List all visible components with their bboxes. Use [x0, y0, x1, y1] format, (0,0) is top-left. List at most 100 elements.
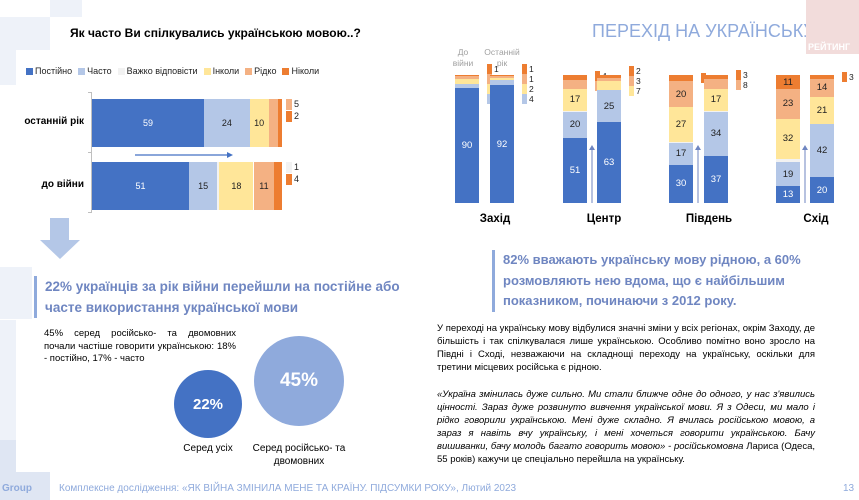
- region-bar-segment-часто: 17: [669, 142, 693, 165]
- circle-bilingual-label: Серед російсько- та двомовних: [252, 443, 346, 467]
- bar-segment-інколи: 18: [219, 162, 254, 210]
- region-bar-segment-ніколи: 11: [776, 75, 800, 90]
- region-bar-segment-інколи: 27: [669, 107, 693, 142]
- row-label: до війни: [41, 179, 85, 190]
- region-bar-segment-важко-відповісти: [669, 141, 693, 143]
- respondent-quote: «Україна змінилась дуже сильно. Ми стали…: [437, 388, 815, 466]
- region-bar-segment-інколи: [597, 81, 621, 91]
- bar-value-label-важко-відповісти: 1: [286, 162, 299, 173]
- region-bar-segment-ніколи: [490, 75, 514, 77]
- rating-logo: РЕЙТИНГ: [806, 0, 859, 54]
- legend-swatch: [245, 67, 253, 75]
- region-bar-segment-ніколи: [563, 75, 587, 81]
- legend-label: Інколи: [212, 66, 240, 76]
- circle-all: 22%: [174, 370, 242, 438]
- region-bar-segment-рідко: [563, 80, 587, 90]
- bar-value-label-ніколи: 2: [286, 111, 299, 122]
- horizontal-stacked-chart: останній рік 59 24 10 5 2 до війни 51 15 1 18 11 4: [0, 92, 330, 217]
- region-label: Захід: [479, 213, 511, 225]
- increase-arrow-icon: [589, 145, 595, 203]
- legend-swatch: [78, 67, 86, 75]
- bar-segment-ніколи: [278, 99, 282, 147]
- region-bar-segment-постійно: 63: [597, 122, 621, 203]
- legend-item: Постійно: [26, 66, 72, 76]
- decor-square: [16, 472, 50, 500]
- region-value-label-рідко: 1: [522, 74, 534, 84]
- bar-segment-постійно: 51: [92, 162, 189, 210]
- region-bar-segment-рідко: 23: [776, 89, 800, 119]
- bar-segment-часто: 24: [204, 99, 250, 147]
- legend-label: Часто: [87, 66, 112, 76]
- region-bar-segment-рідко: [455, 76, 479, 79]
- region-bar-segment-ніколи: [810, 75, 834, 79]
- legend-item: Важко відповісти: [117, 66, 198, 76]
- region-bar-segment-рідко: 14: [810, 78, 834, 97]
- region-bar-segment-постійно: 20: [810, 177, 834, 203]
- region-bar-segment-важко-відповісти: [704, 110, 728, 113]
- vertical-stacked-chart: 901243921124Захід512017476325237Центр301…: [0, 0, 859, 240]
- axis-tick: [88, 152, 91, 153]
- key-finding-callout: 22% українців за рік війни перейшли на п…: [34, 276, 405, 318]
- trend-arrow-icon: [135, 152, 233, 158]
- region-bar-segment-часто: 25: [597, 90, 621, 123]
- circle-all-value: 22%: [192, 395, 224, 413]
- decor-square: [0, 267, 32, 319]
- region-bar-segment-часто: 20: [563, 112, 587, 138]
- bar-segment-часто: 15: [188, 162, 218, 210]
- region-bar-segment-інколи: 21: [810, 96, 834, 124]
- region-value-label-рідко: 8: [736, 80, 748, 91]
- legend-swatch: [203, 67, 211, 75]
- regional-summary: У переході на українську мову відбулися …: [437, 323, 815, 373]
- legend-item: Ніколи: [282, 66, 319, 76]
- region-bar-segment-інколи: 17: [704, 89, 728, 111]
- region-bar-segment-рідко: [704, 78, 728, 90]
- axis-tick: [88, 92, 91, 93]
- increase-arrow-icon: [802, 145, 808, 203]
- decor-square: [0, 17, 50, 50]
- legend-label: Постійно: [35, 66, 73, 76]
- chart-legend: Постійно Часто Важко відповісти Інколи Рідко…: [26, 66, 319, 76]
- decor-square: [0, 320, 16, 440]
- legend-swatch: [26, 67, 33, 75]
- region-label: Центр: [586, 213, 622, 225]
- quote-attribution: Лариса (Одеса, 55 років) кажучи це спеці…: [437, 441, 815, 465]
- axis-line: [91, 92, 92, 213]
- legend-label: Ніколи: [291, 66, 320, 76]
- region-bar-segment-важко-відповісти: [776, 159, 800, 163]
- region-bar-segment-постійно: 90: [455, 87, 479, 203]
- native-language-callout: 82% вважають українську мову рідною, а 6…: [492, 250, 823, 312]
- region-bar-segment-постійно: 92: [490, 85, 514, 203]
- region-value-label-ніколи: 1: [522, 64, 534, 74]
- logo-text: РЕЙТИНГ: [808, 42, 851, 52]
- page-number: 13: [843, 483, 855, 494]
- region-value-label-ніколи: 1: [487, 64, 499, 74]
- bar-segment-ніколи: [274, 162, 282, 210]
- region-bar-segment-часто: [490, 80, 514, 86]
- region-value-label-рідко: 3: [629, 75, 641, 86]
- bar-value-label-рідко: 5: [286, 99, 299, 110]
- region-value-label-часто: 4: [522, 94, 534, 104]
- region-bar-segment-інколи: 32: [776, 118, 800, 160]
- legend-item: Часто: [78, 66, 112, 76]
- decor-square: [0, 50, 16, 85]
- bar-segment-інколи: 10: [249, 99, 269, 147]
- footer-group: Group: [2, 483, 32, 494]
- circle-all-label: Серед усіх: [183, 443, 233, 454]
- bar-segment-важко-відповісти: [217, 162, 220, 210]
- region-label: Схід: [803, 213, 829, 225]
- bar-segment-рідко: [268, 99, 279, 147]
- region-bar-segment-інколи: 17: [563, 89, 587, 111]
- slide-title: ПЕРЕХІД НА УКРАЇНСЬКУ: [592, 21, 815, 41]
- bilingual-note: 45% серед російсько- та двомовних почали…: [44, 328, 236, 364]
- region-bar-segment-постійно: 37: [704, 155, 728, 203]
- decor-square: [0, 440, 16, 500]
- circle-bilingual: 45%: [254, 336, 344, 426]
- row-label: останній рік: [24, 116, 84, 127]
- legend-label: Рідко: [254, 66, 277, 76]
- legend-item: Інколи: [203, 66, 240, 76]
- region-bar-segment-постійно: 51: [563, 137, 587, 203]
- bar-segment-рідко: 11: [253, 162, 275, 210]
- column-head-last: Останній рік: [484, 47, 520, 68]
- region-value-label-ніколи: 3: [736, 70, 748, 81]
- region-bar-segment-часто: 34: [704, 112, 728, 156]
